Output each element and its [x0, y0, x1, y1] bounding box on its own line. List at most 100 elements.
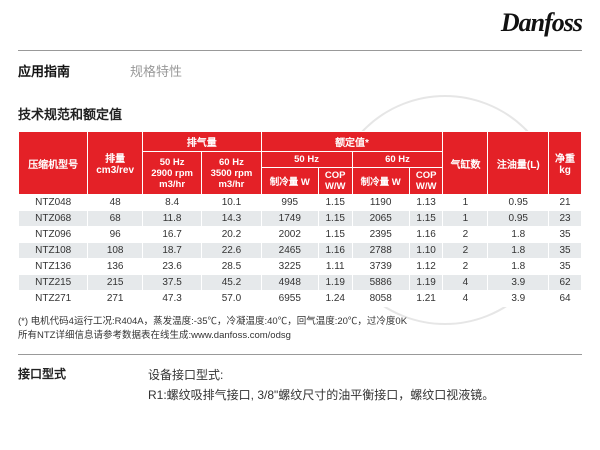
document-page: 济南冰雪制冷设备有限公司 盖图必充 Danfoss 应用指南 规格特性 技术规范… [0, 0, 600, 450]
cell-gas-50hz: 11.8 [142, 211, 201, 227]
cell-oil: 1.8 [488, 243, 549, 259]
cell-cop-60hz: 1.21 [409, 291, 443, 307]
table-row[interactable]: NTZ048 48 8.4 10.1 995 1.15 1190 1.13 1 … [19, 195, 582, 211]
cell-model: NTZ048 [19, 195, 88, 211]
cell-oil: 3.9 [488, 275, 549, 291]
col-header-weight: 净重 kg [549, 132, 582, 195]
cell-model: NTZ068 [19, 211, 88, 227]
cell-gas-60hz: 10.1 [202, 195, 261, 211]
cell-oil: 1.8 [488, 259, 549, 275]
footnote-conditions: (*) 电机代码4运行工况:R404A，蒸发温度:-35℃，冷凝温度:40℃，回… [18, 315, 582, 329]
cell-model: NTZ271 [19, 291, 88, 307]
cell-cop-60hz: 1.16 [409, 227, 443, 243]
section-title-specs: 技术规范和额定值 [18, 104, 582, 123]
cell-weight: 62 [549, 275, 582, 291]
col-header-gas-60hz: 60 Hz 3500 rpm m3/hr [202, 152, 261, 195]
cell-cop-50hz: 1.15 [318, 227, 352, 243]
cell-gas-60hz: 45.2 [202, 275, 261, 291]
cell-cop-60hz: 1.12 [409, 259, 443, 275]
cell-cylinders: 1 [443, 195, 488, 211]
cell-cooling-60hz: 2065 [352, 211, 409, 227]
cell-displacement: 136 [88, 259, 143, 275]
col-header-model: 压缩机型号 [19, 132, 88, 195]
cell-gas-60hz: 28.5 [202, 259, 261, 275]
cell-weight: 23 [549, 211, 582, 227]
cell-weight: 35 [549, 259, 582, 275]
cell-gas-50hz: 23.6 [142, 259, 201, 275]
table-row[interactable]: NTZ108 108 18.7 22.6 2465 1.16 2788 1.10… [19, 243, 582, 259]
col-header-cooling-60hz: 制冷量 W [352, 168, 409, 195]
col-header-gas-50hz: 50 Hz 2900 rpm m3/hr [142, 152, 201, 195]
table-row[interactable]: NTZ068 68 11.8 14.3 1749 1.15 2065 1.15 … [19, 211, 582, 227]
cell-gas-60hz: 20.2 [202, 227, 261, 243]
cell-cooling-50hz: 1749 [261, 211, 318, 227]
cell-oil: 3.9 [488, 291, 549, 307]
table-row[interactable]: NTZ215 215 37.5 45.2 4948 1.19 5886 1.19… [19, 275, 582, 291]
table-row[interactable]: NTZ136 136 23.6 28.5 3225 1.11 3739 1.12… [19, 259, 582, 275]
cell-model: NTZ108 [19, 243, 88, 259]
cell-model: NTZ096 [19, 227, 88, 243]
tabs-container: 应用指南 规格特性 [18, 51, 582, 90]
cell-cop-50hz: 1.24 [318, 291, 352, 307]
cell-cooling-50hz: 6955 [261, 291, 318, 307]
col-header-displacement: 排量 cm3/rev [88, 132, 143, 195]
cell-weight: 21 [549, 195, 582, 211]
cell-cop-60hz: 1.13 [409, 195, 443, 211]
group-header-rated-value: 额定值* [261, 132, 443, 152]
interface-line-1: 设备接口型式: [148, 365, 582, 385]
cell-cooling-60hz: 2788 [352, 243, 409, 259]
col-header-cop-60hz: COP W/W [409, 168, 443, 195]
cell-cooling-60hz: 2395 [352, 227, 409, 243]
cell-weight: 64 [549, 291, 582, 307]
cell-oil: 0.95 [488, 195, 549, 211]
table-row[interactable]: NTZ096 96 16.7 20.2 2002 1.15 2395 1.16 … [19, 227, 582, 243]
col-header-cooling-50hz: 制冷量 W [261, 168, 318, 195]
cell-model: NTZ136 [19, 259, 88, 275]
cell-gas-50hz: 37.5 [142, 275, 201, 291]
cell-displacement: 48 [88, 195, 143, 211]
cell-oil: 0.95 [488, 211, 549, 227]
footnote-reference-link: 所有NTZ详细信息请参考数据表在线生成:www.danfoss.com/odsg [18, 329, 582, 343]
cell-gas-60hz: 14.3 [202, 211, 261, 227]
cell-cooling-50hz: 4948 [261, 275, 318, 291]
cell-cooling-60hz: 1190 [352, 195, 409, 211]
cell-cop-50hz: 1.19 [318, 275, 352, 291]
cell-cooling-50hz: 2465 [261, 243, 318, 259]
cell-oil: 1.8 [488, 227, 549, 243]
cell-cylinders: 2 [443, 259, 488, 275]
cell-gas-50hz: 18.7 [142, 243, 201, 259]
cell-gas-50hz: 47.3 [142, 291, 201, 307]
cell-cylinders: 4 [443, 275, 488, 291]
interface-type-label: 接口型式 [18, 365, 148, 406]
col-header-oil: 注油量(L) [488, 132, 549, 195]
sub-group-header-50hz: 50 Hz [261, 152, 352, 168]
cell-gas-60hz: 22.6 [202, 243, 261, 259]
cell-cylinders: 4 [443, 291, 488, 307]
danfoss-logo: Danfoss [501, 8, 582, 38]
tab-application-guide[interactable]: 应用指南 [18, 61, 70, 80]
cell-cooling-50hz: 995 [261, 195, 318, 211]
col-header-cylinders: 气缸数 [443, 132, 488, 195]
spec-table-body: NTZ048 48 8.4 10.1 995 1.15 1190 1.13 1 … [19, 195, 582, 307]
cell-cooling-60hz: 3739 [352, 259, 409, 275]
cell-cooling-50hz: 2002 [261, 227, 318, 243]
cell-gas-50hz: 8.4 [142, 195, 201, 211]
cell-cooling-50hz: 3225 [261, 259, 318, 275]
tab-spec-characteristics[interactable]: 规格特性 [130, 61, 182, 80]
table-row[interactable]: NTZ271 271 47.3 57.0 6955 1.24 8058 1.21… [19, 291, 582, 307]
col-header-cop-50hz: COP W/W [318, 168, 352, 195]
cell-cooling-60hz: 5886 [352, 275, 409, 291]
table-footnotes: (*) 电机代码4运行工况:R404A，蒸发温度:-35℃，冷凝温度:40℃，回… [18, 315, 582, 344]
cell-cop-50hz: 1.16 [318, 243, 352, 259]
interface-type-section: 接口型式 设备接口型式: R1:螺纹吸排气接口, 3/8"螺纹尺寸的油平衡接口，… [18, 355, 582, 406]
interface-type-content: 设备接口型式: R1:螺纹吸排气接口, 3/8"螺纹尺寸的油平衡接口，螺纹口视液… [148, 365, 582, 406]
cell-cylinders: 2 [443, 227, 488, 243]
cell-cop-50hz: 1.11 [318, 259, 352, 275]
cell-weight: 35 [549, 243, 582, 259]
cell-cop-60hz: 1.15 [409, 211, 443, 227]
cell-displacement: 108 [88, 243, 143, 259]
cell-cooling-60hz: 8058 [352, 291, 409, 307]
sub-group-header-60hz: 60 Hz [352, 152, 443, 168]
cell-cylinders: 2 [443, 243, 488, 259]
cell-gas-60hz: 57.0 [202, 291, 261, 307]
